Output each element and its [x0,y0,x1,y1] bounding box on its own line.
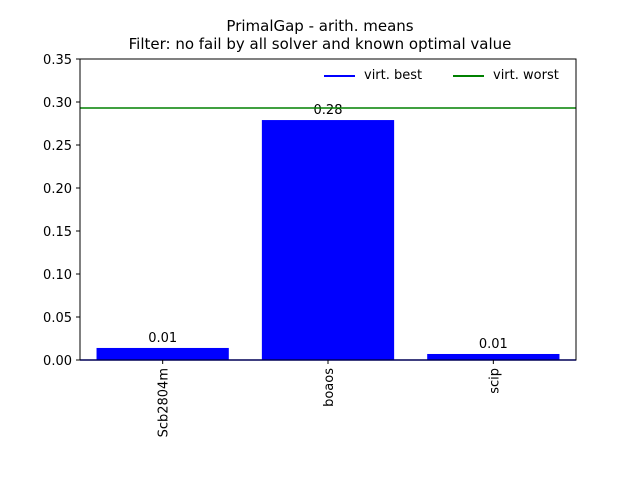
legend-label-virt-worst: virt. worst [493,68,559,83]
bar-boaos [261,120,395,360]
legend-swatch-virt-best [324,75,355,77]
ytick-label: 0.20 [43,182,72,197]
ytick-label: 0.25 [43,139,72,154]
ytick-label: 0.15 [43,225,72,240]
legend-label-virt-best: virt. best [364,68,423,83]
data-label-scip: 0.01 [479,337,508,352]
xtick-label: boaos [322,368,337,407]
chart-title: PrimalGap - arith. means [226,17,414,35]
chart-subtitle: Filter: no fail by all solver and known … [128,35,512,53]
data-label-boaos: 0.28 [314,103,343,118]
ytick-label: 0.00 [43,354,72,369]
legend-swatch-virt-worst [453,75,484,77]
bar-scip [427,353,560,360]
ytick-label: 0.35 [43,53,72,68]
ytick-label: 0.05 [43,311,72,326]
ytick-label: 0.10 [43,268,72,283]
xtick-label: Scb2804m [157,368,172,437]
xtick-label: scip [487,368,502,394]
ytick-label: 0.30 [43,96,72,111]
data-label-scb2804m: 0.01 [148,331,177,346]
bar-scb2804m [96,347,229,360]
